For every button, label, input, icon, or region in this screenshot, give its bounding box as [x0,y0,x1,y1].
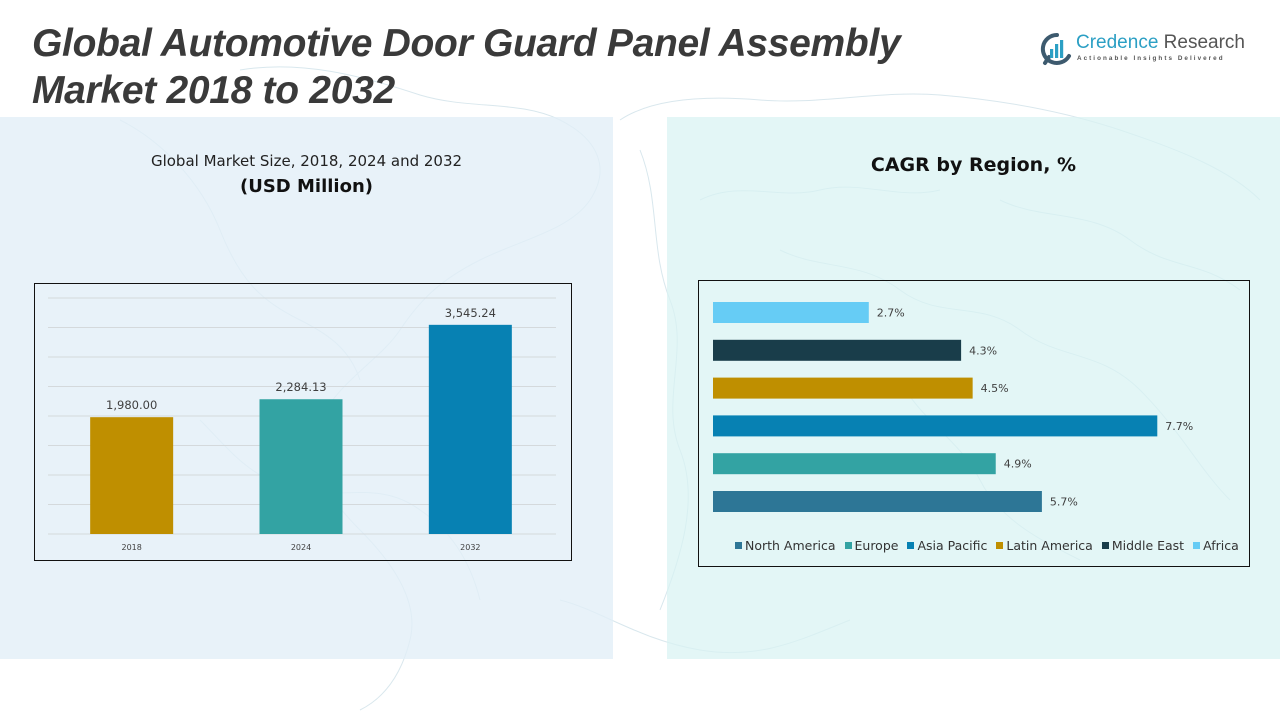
cagr-legend: North America Europe Asia Pacific Latin Ame… [735,538,1239,553]
legend-swatch [907,542,915,549]
page-title: Global Automotive Door Guard Panel Assem… [32,20,901,114]
legend-swatch [1101,542,1109,549]
credence-bar-logo-icon [1040,32,1071,65]
legend-swatch [1193,542,1201,549]
legend-label: Europe [854,538,899,553]
legend-label: Latin America [1006,538,1093,553]
credence-research-logo[interactable]: Credence Research Actionable Insights De… [1040,30,1260,70]
legend-swatch [844,542,852,549]
cagr-chart-frame [698,280,1250,567]
legend-item: Europe [844,538,899,553]
legend-label: Asia Pacific [917,538,988,553]
legend-item: Latin America [996,538,1093,553]
legend-label: North America [745,538,836,553]
market-size-subtitle: Global Market Size, 2018, 2024 and 2032 [150,152,463,170]
legend-item: Africa [1193,538,1239,553]
legend-swatch [735,542,742,549]
legend-item: Asia Pacific [907,538,987,553]
logo-name: Credence Research [1076,32,1245,53]
title-line-1: Global Automotive Door Guard Panel Assem… [32,22,901,65]
legend-item: North America [735,538,836,553]
legend-swatch [996,542,1004,549]
market-size-chart-frame [34,283,572,561]
legend-item: Middle East [1101,538,1185,553]
title-line-2: Market 2018 to 2032 [32,69,395,112]
market-size-unit: (USD Million) [239,176,373,197]
legend-label: Middle East [1111,538,1185,553]
legend-label: Africa [1203,538,1239,553]
logo-tagline: Actionable Insights Delivered [1077,55,1225,62]
cagr-title: CAGR by Region, % [870,154,1077,176]
